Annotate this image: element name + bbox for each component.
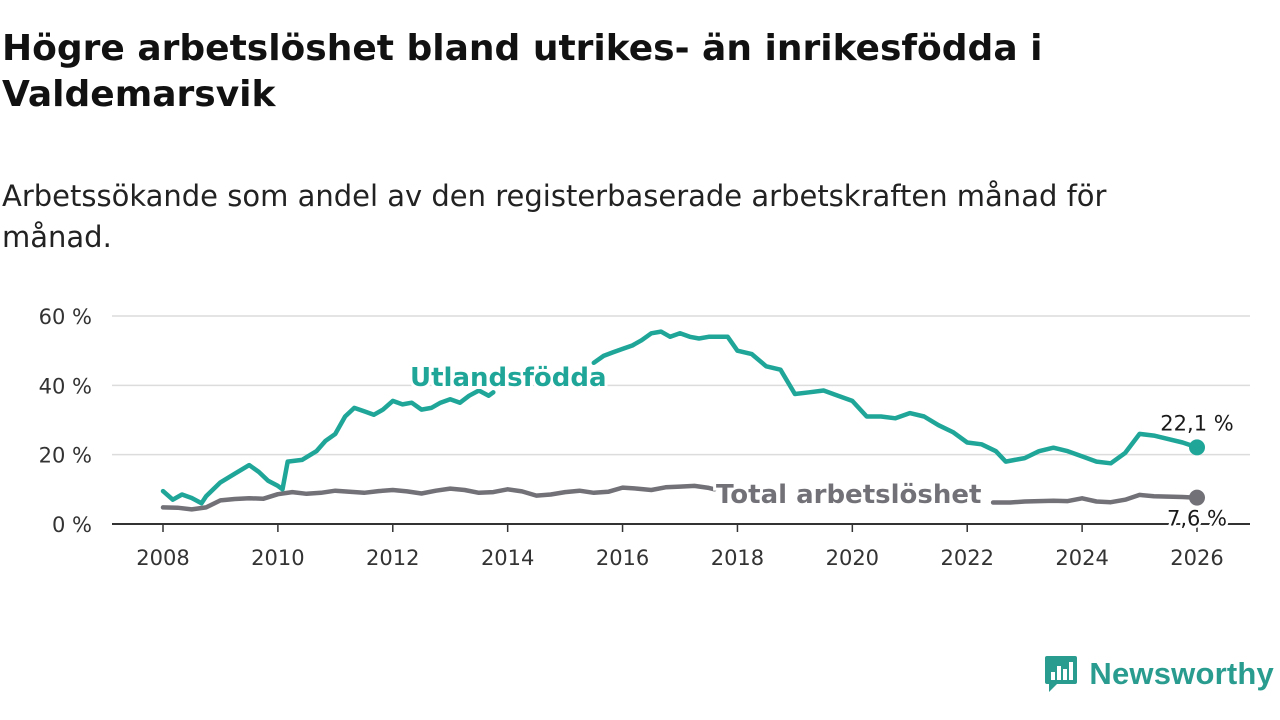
y-tick-label: 60 % [39, 305, 92, 329]
series-line-utlandsfodda [160, 329, 1200, 506]
end-label-utlandsfodda: 22,1 % [1160, 411, 1233, 435]
x-tick-label: 2016 [596, 546, 649, 570]
x-tick-label: 2008 [136, 546, 189, 570]
chart-title: Högre arbetslöshet bland utrikes- än inr… [2, 28, 1043, 115]
end-point-utlandsfodda [1189, 439, 1205, 456]
brand-name: Newsworthy [1089, 656, 1274, 691]
y-tick-label: 40 % [39, 374, 92, 398]
y-tick-label: 0 % [52, 513, 92, 537]
chart-subtitle: Arbetssökande som andel av den registerb… [2, 179, 1107, 254]
end-label-total-arbetsloshet: 7,6 % [1167, 507, 1227, 531]
x-tick-label: 2014 [481, 546, 534, 570]
x-tick-label: 2024 [1055, 546, 1108, 570]
x-tick-label: 2026 [1170, 546, 1223, 570]
newsworthy-logo-icon [1045, 656, 1078, 692]
x-tick-label: 2012 [366, 546, 419, 570]
x-tick-label: 2018 [711, 546, 764, 570]
series-label-utlandsfodda: Utlandsfödda [410, 363, 607, 393]
end-point-total-arbetsloshet [1189, 489, 1205, 506]
newsworthy-brand: Newsworthy [1043, 652, 1274, 696]
x-tick-label: 2010 [251, 546, 304, 570]
x-tick-label: 2022 [940, 546, 993, 570]
y-tick-label: 20 % [39, 444, 92, 468]
series-line-total-arbetsloshet [160, 483, 1200, 512]
series-label-total-arbetsloshet: Total arbetslöshet [716, 480, 981, 510]
x-tick-label: 2020 [826, 546, 879, 570]
